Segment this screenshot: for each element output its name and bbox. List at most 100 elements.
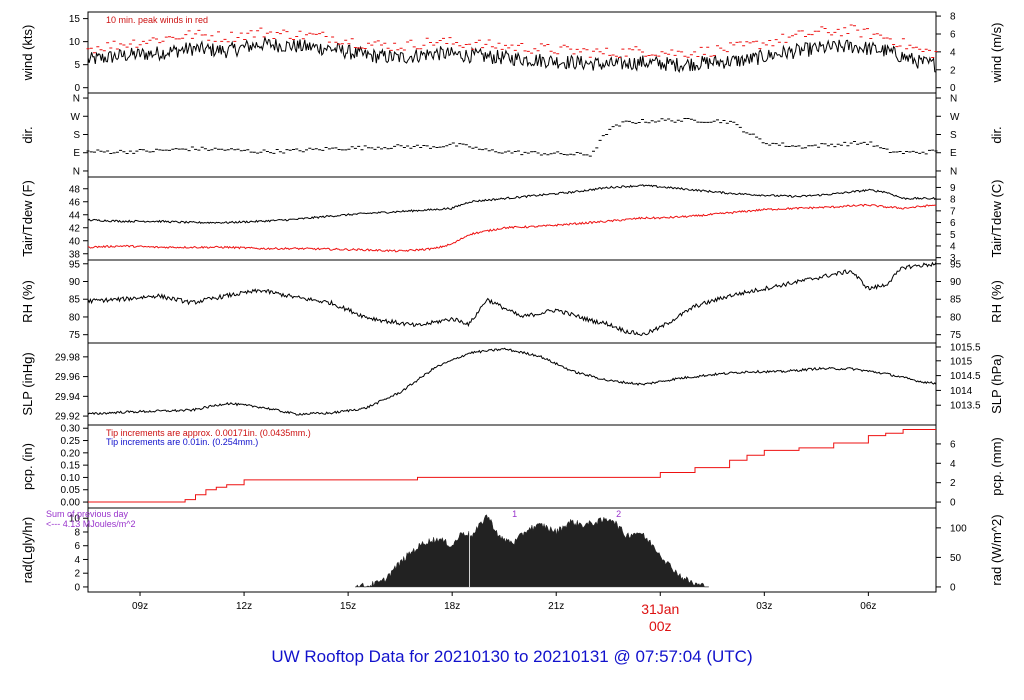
left-tick-label-pcp: 0.00: [61, 498, 81, 509]
series-rad-area: [355, 514, 709, 588]
right-tick-label-temp: 8: [950, 195, 956, 206]
left-tick-label-pcp: 0.30: [61, 424, 81, 435]
x-tick-label: 12z: [236, 601, 252, 612]
left-tick-label-dir: E: [73, 148, 80, 159]
series-pcp-step: [88, 429, 936, 503]
left-tick-label-rh: 85: [69, 295, 81, 306]
right-axis-label-temp: Tair/Tdew (C): [989, 179, 1004, 257]
chart-title: UW Rooftop Data for 20210130 to 20210131…: [271, 647, 753, 666]
x-tick-label: 06z: [860, 601, 876, 612]
left-tick-label-rad: 0: [74, 582, 80, 593]
right-tick-label-slp: 1015: [950, 356, 973, 367]
left-axis-label-wind: wind (kts): [20, 25, 35, 82]
right-axis-label-dir: dir.: [989, 126, 1004, 143]
left-tick-label-rad: 2: [74, 569, 80, 580]
left-tick-label-dir: N: [73, 166, 80, 177]
x-tick-label: 18z: [444, 601, 460, 612]
right-tick-label-pcp: 2: [950, 478, 956, 489]
series-slp-line: [87, 347, 937, 416]
right-tick-label-wind: 0: [950, 83, 956, 94]
right-axis-label-slp: SLP (hPa): [989, 354, 1004, 414]
left-axis-label-dir: dir.: [20, 126, 35, 143]
annotation-wind-peak: 10 min. peak winds in red: [106, 15, 208, 25]
right-tick-label-slp: 1013.5: [950, 401, 981, 412]
left-tick-label-temp: 42: [69, 223, 81, 234]
left-tick-label-pcp: 0.05: [61, 485, 81, 496]
left-tick-label-rh: 95: [69, 259, 81, 270]
right-tick-label-temp: 3: [950, 253, 956, 264]
panel-frame-rh: [87, 259, 937, 344]
panel-frame-dir: [87, 92, 937, 178]
right-tick-label-temp: 7: [950, 206, 956, 217]
panel-frame-slp: [87, 342, 937, 426]
right-tick-label-temp: 4: [950, 241, 956, 252]
x-tick-label: 21z: [548, 601, 564, 612]
left-tick-label-rad: 8: [74, 527, 80, 538]
x-date-label: 31Jan: [641, 601, 679, 617]
annotation-marker-1: 1: [512, 509, 517, 519]
left-tick-label-wind: 5: [74, 60, 80, 71]
left-tick-label-slp: 29.96: [55, 372, 80, 383]
right-tick-label-rh: 75: [950, 330, 962, 341]
series-temp-line: [87, 203, 937, 253]
left-tick-label-rh: 75: [69, 330, 81, 341]
right-tick-label-temp: 6: [950, 218, 956, 229]
x-tick-label: 15z: [340, 601, 356, 612]
right-tick-label-rad: 100: [950, 523, 967, 534]
left-tick-label-rad: 6: [74, 541, 80, 552]
x-date-sub-label: 00z: [649, 618, 672, 634]
right-tick-label-pcp: 4: [950, 459, 956, 470]
left-tick-label-temp: 46: [69, 197, 81, 208]
left-tick-label-dir: S: [73, 130, 80, 141]
left-tick-label-temp: 48: [69, 184, 81, 195]
x-tick-label: 09z: [132, 601, 148, 612]
right-axis-label-pcp: pcp. (mm): [989, 437, 1004, 496]
right-tick-label-slp: 1015.5: [950, 342, 981, 353]
annotation-tip-approx: Tip increments are approx. 0.00171in. (0…: [106, 428, 311, 438]
left-tick-label-slp: 29.94: [55, 392, 80, 403]
series-dir-dash: [86, 118, 938, 157]
series-temp-line: [87, 184, 937, 224]
right-tick-label-dir: E: [950, 148, 957, 159]
annotation-rad-value: <--- 4.13 MJoules/m^2: [46, 519, 136, 529]
right-tick-label-rad: 50: [950, 553, 962, 564]
left-tick-label-slp: 29.92: [55, 412, 80, 423]
panel-frame-temp: [87, 176, 937, 261]
left-tick-label-rad: 10: [69, 514, 81, 525]
right-axis-label-rh: RH (%): [989, 280, 1004, 323]
left-tick-label-temp: 44: [69, 210, 81, 221]
right-tick-label-dir: N: [950, 94, 957, 105]
left-tick-label-rh: 90: [69, 277, 81, 288]
x-tick-label: 03z: [756, 601, 772, 612]
right-tick-label-rh: 95: [950, 259, 962, 270]
left-tick-label-pcp: 0.15: [61, 461, 81, 472]
left-tick-label-temp: 38: [69, 249, 81, 260]
left-tick-label-wind: 0: [74, 83, 80, 94]
left-tick-label-temp: 40: [69, 236, 81, 247]
right-tick-label-dir: S: [950, 130, 957, 141]
left-axis-label-pcp: pcp. (in): [20, 443, 35, 490]
annotation-tip-exact: Tip increments are 0.01in. (0.254mm.): [106, 437, 258, 447]
left-tick-label-pcp: 0.10: [61, 473, 81, 484]
left-axis-label-rh: RH (%): [20, 280, 35, 323]
left-tick-label-dir: W: [71, 112, 81, 123]
left-axis-label-rad: rad(Lgly/hr): [20, 517, 35, 583]
series-wind-line: [87, 37, 937, 74]
annotation-rad-sum: Sum of previous day: [46, 509, 129, 519]
right-tick-label-rh: 85: [950, 295, 962, 306]
right-tick-label-dir: N: [950, 166, 957, 177]
right-tick-label-wind: 6: [950, 29, 956, 40]
right-tick-label-wind: 8: [950, 12, 956, 23]
panel-frame-rad: [87, 507, 937, 593]
series-wind-dash: [86, 24, 938, 58]
left-tick-label-slp: 29.98: [55, 352, 80, 363]
right-tick-label-slp: 1014: [950, 386, 973, 397]
left-tick-label-wind: 15: [69, 14, 81, 25]
right-tick-label-pcp: 6: [950, 439, 956, 450]
left-tick-label-dir: N: [73, 94, 80, 105]
left-tick-label-rh: 80: [69, 312, 81, 323]
right-tick-label-wind: 2: [950, 65, 956, 76]
left-tick-label-pcp: 0.25: [61, 436, 81, 447]
series-rh-line: [87, 261, 937, 336]
